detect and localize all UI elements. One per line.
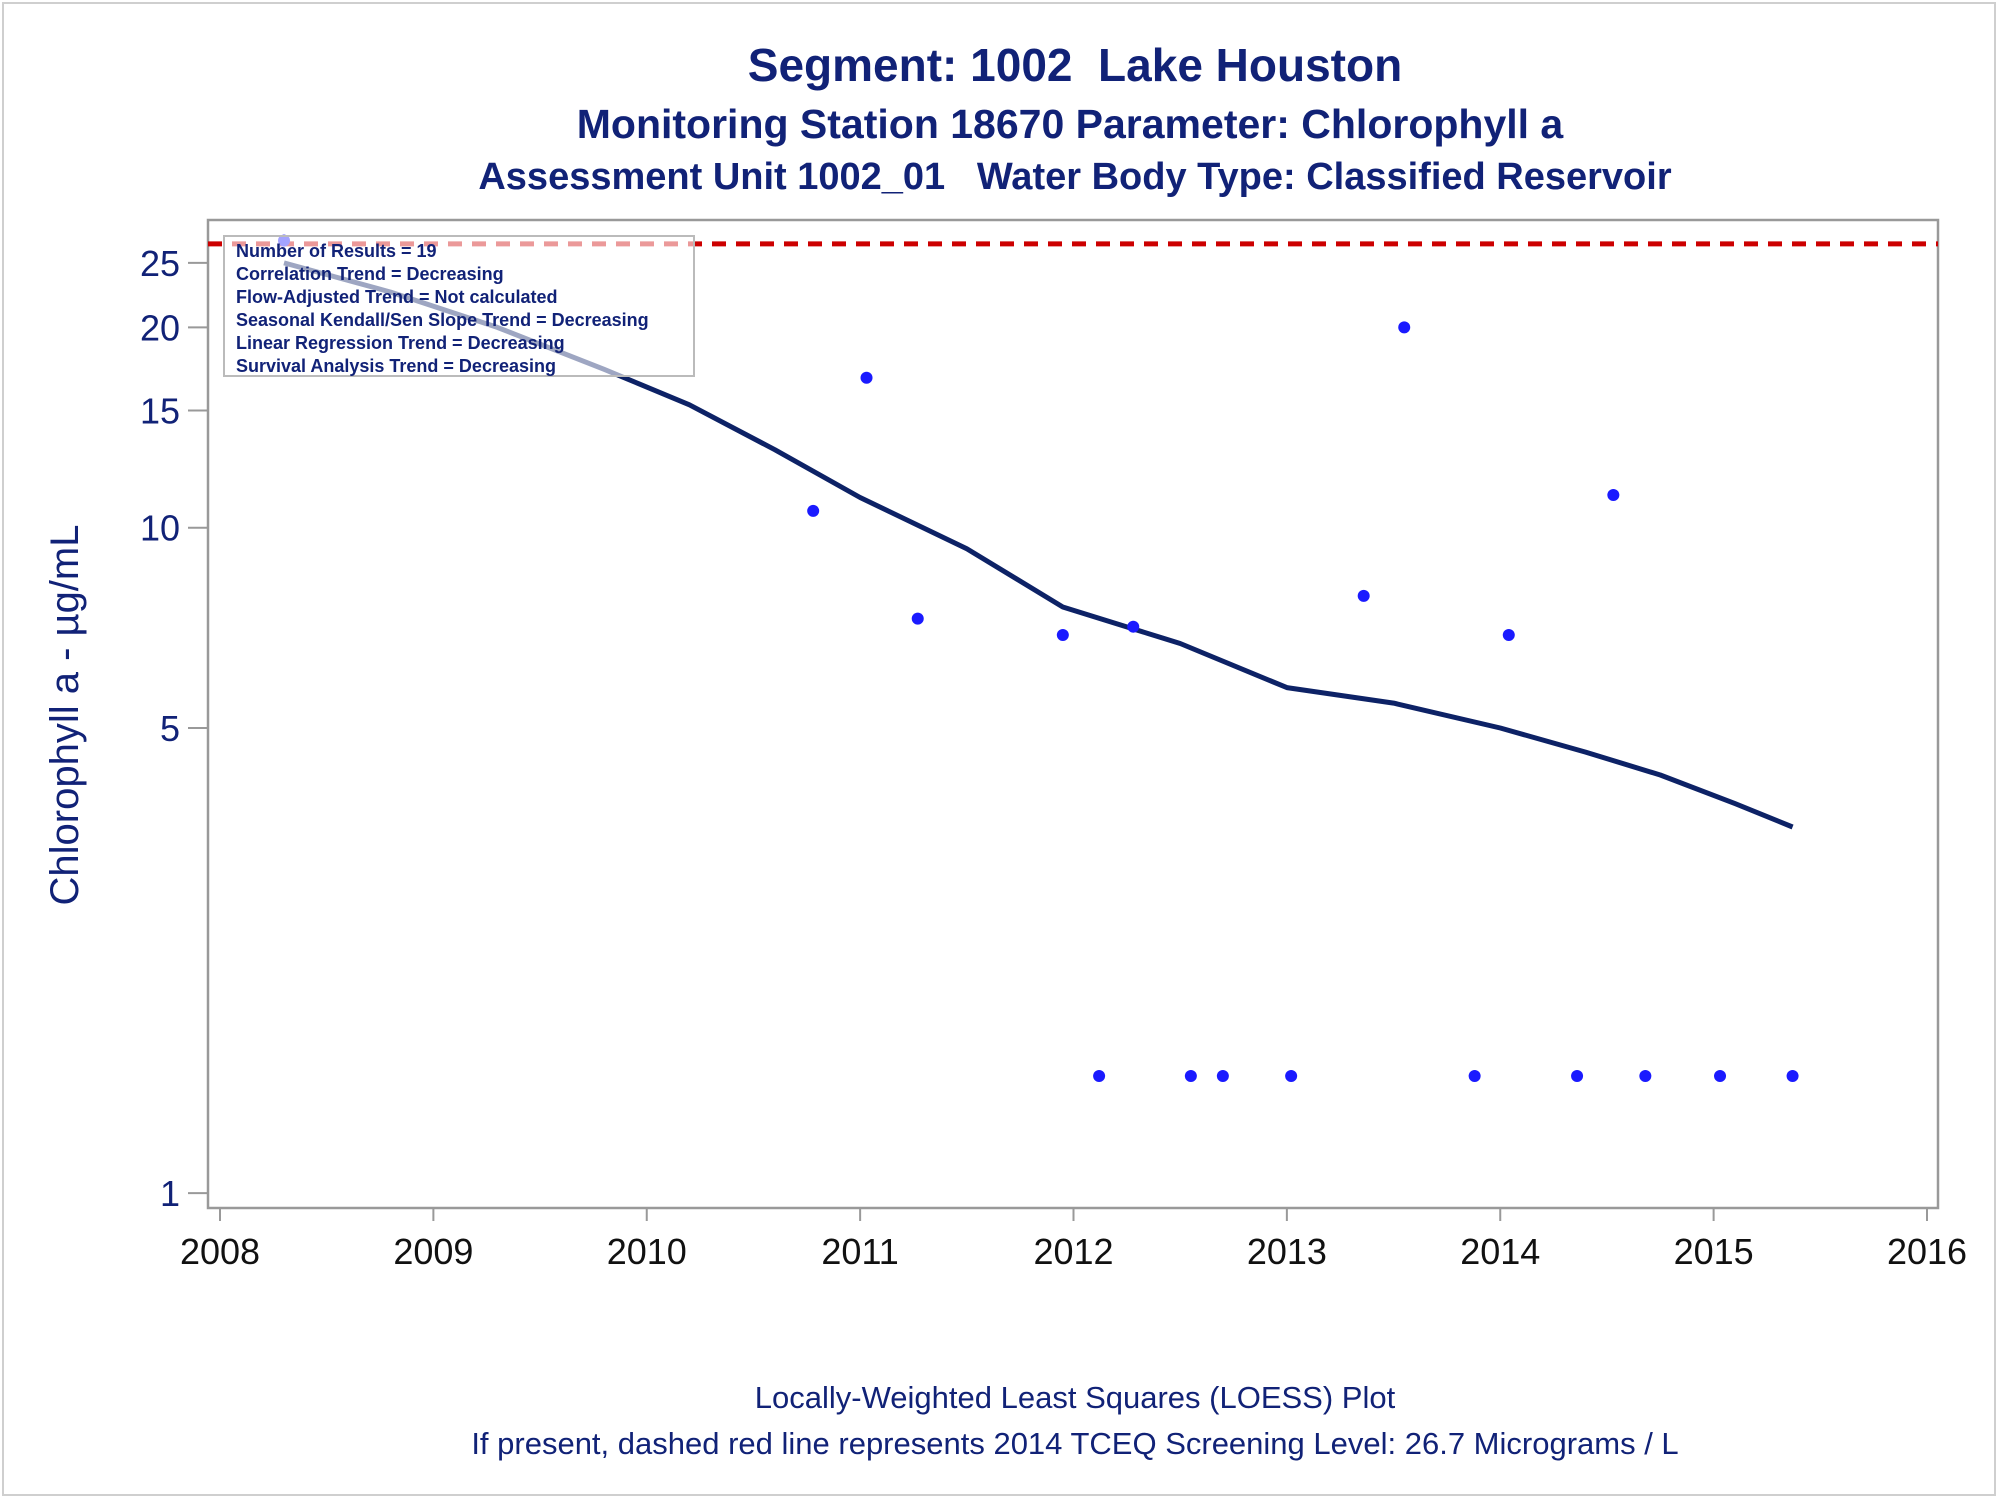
legend-line-6: Survival Analysis Trend = Decreasing [236,356,556,376]
data-point-14 [1502,628,1515,641]
x-tick-label-2010: 2010 [607,1231,687,1272]
legend-box: Number of Results = 19 Correlation Trend … [223,235,695,377]
x-tick-label-2009: 2009 [393,1231,473,1272]
legend-line-3: Flow-Adjusted Trend = Not calculated [236,287,558,307]
legend-line-4: Seasonal Kendall/Sen Slope Trend = Decre… [236,310,649,330]
legend-line-2: Correlation Trend = Decreasing [236,264,504,284]
chart-subtitle-assessment: Assessment Unit 1002_01 Water Body Type:… [478,156,1672,198]
y-tick-label-25: 25 [140,243,180,284]
data-point-10 [1285,1069,1298,1082]
x-tick-label-2012: 2012 [1033,1231,1113,1272]
data-point-6 [1093,1069,1106,1082]
data-point-9 [1216,1069,1229,1082]
y-tick-label-5: 5 [160,708,180,749]
data-point-12 [1398,321,1411,334]
data-point-16 [1607,488,1620,501]
y-axis-label: Chlorophyll a - µg/mL [43,525,87,906]
chart-subtitle-station: Monitoring Station 18670 Parameter: Chlo… [576,101,1564,147]
data-point-4 [911,612,924,625]
y-tick-label-10: 10 [140,508,180,549]
data-point-19 [1786,1069,1799,1082]
x-tick-label-2015: 2015 [1674,1231,1754,1272]
y-tick-label-15: 15 [140,391,180,432]
data-point-11 [1357,589,1370,602]
x-tick-label-2011: 2011 [821,1231,898,1272]
y-tick-label-1: 1 [160,1173,180,1214]
data-point-17 [1639,1069,1652,1082]
x-tick-label-2014: 2014 [1460,1231,1540,1272]
x-tick-label-2016: 2016 [1887,1231,1967,1272]
data-point-8 [1184,1069,1197,1082]
legend-line-1: Number of Results = 19 [236,241,437,261]
data-point-15 [1571,1069,1584,1082]
chart-title: Segment: 1002 Lake Houston [747,39,1403,91]
legend-box-border [223,235,695,377]
data-point-3 [860,371,873,384]
footnote-loess: Locally-Weighted Least Squares (LOESS) P… [754,1380,1396,1415]
x-tick-label-2013: 2013 [1247,1231,1327,1272]
footnote-screening-level: If present, dashed red line represents 2… [471,1426,1679,1461]
legend-line-5: Linear Regression Trend = Decreasing [236,333,565,353]
data-point-18 [1714,1069,1727,1082]
data-point-5 [1056,628,1069,641]
x-tick-label-2008: 2008 [180,1231,260,1272]
y-tick-label-20: 20 [140,307,180,348]
data-point-2 [807,504,820,517]
data-point-13 [1468,1069,1481,1082]
axes: 2008 2009 2010 2011 2012 2013 2014 2015 20161510… [140,218,1967,1272]
data-point-7 [1127,620,1140,633]
